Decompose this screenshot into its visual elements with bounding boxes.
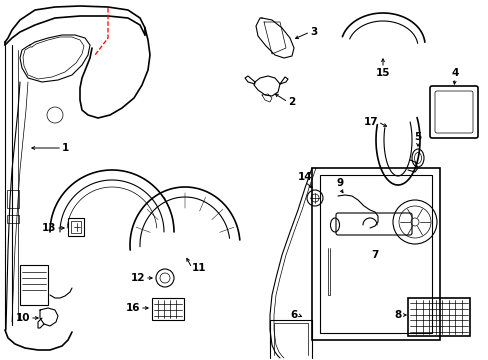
Bar [407,298,469,336]
Text: 1: 1 [62,143,69,153]
Text: 2: 2 [287,97,295,107]
Text: 6: 6 [290,310,297,320]
Bar [20,265,48,305]
Text: 8: 8 [394,310,401,320]
Bar [319,175,431,333]
Bar [311,168,439,340]
Text: 14: 14 [297,172,312,182]
Bar [71,221,81,233]
Text: 3: 3 [309,27,317,37]
Text: 5: 5 [413,132,421,142]
Bar [152,298,183,320]
Text: 10: 10 [16,313,30,323]
Bar [7,215,19,223]
Text: 13: 13 [41,223,56,233]
Text: 12: 12 [130,273,145,283]
Text: 16: 16 [125,303,140,313]
Text: 11: 11 [192,263,206,273]
Bar [7,190,19,208]
Bar [68,218,84,236]
Text: 7: 7 [370,250,378,260]
Text: 15: 15 [375,68,389,78]
Text: 4: 4 [450,68,458,78]
Text: 17: 17 [363,117,377,127]
Text: 9: 9 [336,178,343,188]
